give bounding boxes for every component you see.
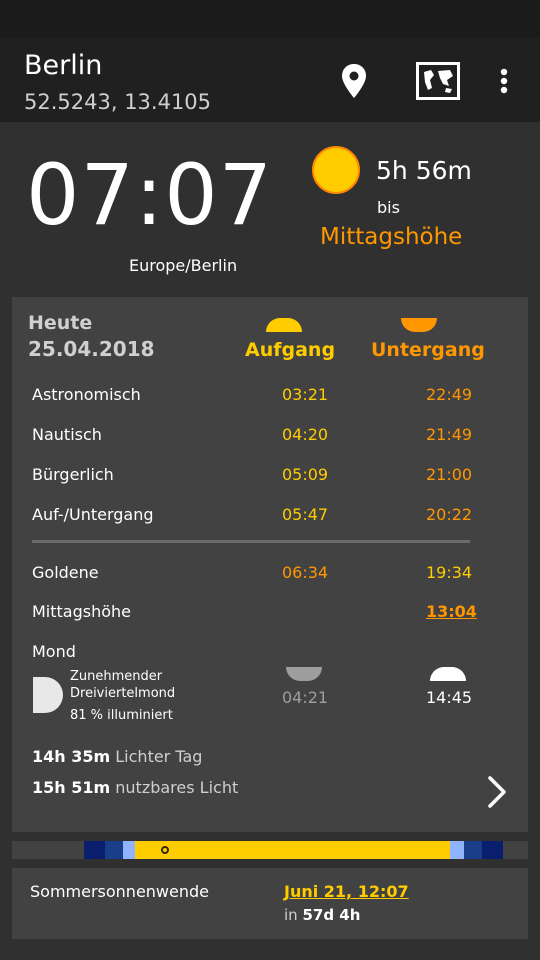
divider	[32, 540, 470, 543]
rise-time: 05:09	[282, 465, 329, 484]
moonrise-icon	[286, 667, 322, 681]
moon-label: Mond	[32, 642, 76, 661]
today-label: Heute	[28, 312, 93, 334]
noon-label: Mittagshöhe	[32, 602, 132, 621]
solstice-in-prefix: in	[284, 906, 298, 924]
set-time: 21:00	[426, 465, 473, 484]
until-label: bis	[377, 198, 400, 217]
countdown: 5h 56m	[376, 156, 472, 185]
set-time: 21:49	[426, 425, 473, 444]
solstice-in-value: 57d 4h	[302, 906, 361, 924]
moon-phase-icon	[33, 677, 63, 713]
row-label: Nautisch	[32, 425, 102, 444]
moon-phase-text: Zunehmender Dreiviertelmond	[70, 668, 175, 702]
golden-rise-time: 06:34	[282, 563, 329, 582]
moon-phase-line2: Dreiviertelmond	[70, 686, 176, 701]
current-time: 07:07	[26, 146, 274, 244]
usable-light-value: 15h 51m	[32, 778, 111, 797]
world-map-icon[interactable]	[414, 60, 462, 102]
current-time-marker	[161, 846, 169, 854]
today-date: 25.04.2018	[28, 337, 155, 361]
chevron-right-icon[interactable]	[486, 775, 508, 809]
row-label: Astronomisch	[32, 385, 141, 404]
timeline-twilight-segment	[105, 841, 123, 859]
timeline-civil-segment	[123, 841, 135, 859]
sunset-icon	[401, 318, 437, 332]
day-length-value: 14h 35m	[32, 747, 111, 766]
moonset-time: 14:45	[426, 688, 473, 707]
rise-header: Aufgang	[245, 339, 336, 361]
status-bar	[0, 0, 540, 38]
usable-light-label: nutzbares Licht	[115, 778, 239, 797]
timezone-label: Europe/Berlin	[129, 256, 238, 275]
moon-phase-line1: Zunehmender	[70, 669, 163, 684]
set-time: 20:22	[426, 505, 473, 524]
row-label: Auf-/Untergang	[32, 505, 154, 524]
rise-time: 05:47	[282, 505, 329, 524]
row-label: Bürgerlich	[32, 465, 114, 484]
moonrise-time: 04:21	[282, 688, 329, 707]
timeline-civil-segment	[450, 841, 464, 859]
sunrise-icon	[266, 318, 302, 332]
moonset-icon	[430, 667, 466, 681]
location-pin-icon[interactable]	[330, 60, 378, 102]
coordinates: 52.5243, 13.4105	[24, 90, 212, 114]
day-length: 14h 35m Lichter Tag	[32, 747, 202, 766]
noon-time-link[interactable]: 13:04	[426, 602, 477, 621]
overflow-menu-icon[interactable]	[484, 60, 524, 102]
city-name: Berlin	[24, 50, 103, 81]
solstice-card[interactable]: Sommersonnenwende Juni 21, 12:07 in 57d …	[12, 868, 528, 939]
timeline-night-segment	[84, 841, 105, 859]
rise-time: 04:20	[282, 425, 329, 444]
day-length-label: Lichter Tag	[115, 747, 203, 766]
timeline-night-segment	[482, 841, 503, 859]
moon-illumination: 81 % illuminiert	[70, 708, 173, 723]
solstice-name: Sommersonnenwende	[30, 882, 209, 901]
solstice-date-link[interactable]: Juni 21, 12:07	[284, 882, 409, 901]
toolbar: Berlin 52.5243, 13.4105	[0, 38, 540, 122]
timeline-day-segment	[135, 841, 450, 859]
golden-set-time: 19:34	[426, 563, 473, 582]
golden-label: Goldene	[32, 563, 99, 582]
next-event-label: Mittagshöhe	[320, 224, 463, 250]
timeline-twilight-segment	[464, 841, 482, 859]
solstice-countdown: in 57d 4h	[284, 906, 360, 924]
usable-light: 15h 51m nutzbares Licht	[32, 778, 238, 797]
set-time: 22:49	[426, 385, 473, 404]
set-header: Untergang	[371, 339, 485, 361]
today-card[interactable]: Heute 25.04.2018 Aufgang Untergang Astro…	[12, 297, 528, 832]
rise-time: 03:21	[282, 385, 329, 404]
daylight-timeline	[12, 841, 528, 859]
sun-icon	[312, 146, 360, 194]
